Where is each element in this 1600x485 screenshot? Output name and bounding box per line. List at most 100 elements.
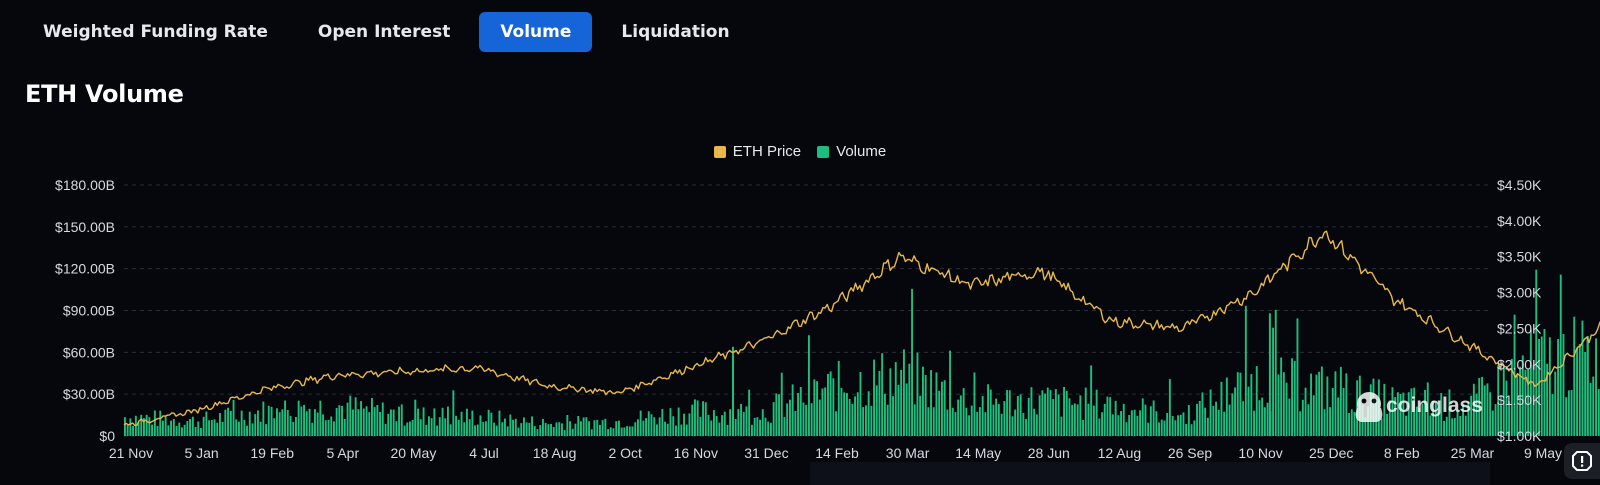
- volume-bar: [930, 370, 932, 436]
- volume-bar: [1491, 410, 1494, 436]
- volume-bar: [854, 396, 856, 436]
- volume-bar: [387, 413, 390, 436]
- volume-bar: [1445, 416, 1448, 436]
- volume-bar: [1182, 412, 1185, 436]
- volume-bar: [411, 420, 414, 436]
- volume-bar: [1030, 387, 1033, 436]
- volume-bar: [1136, 415, 1139, 436]
- volume-bar: [1277, 374, 1280, 436]
- volume-bar: [449, 424, 452, 436]
- volume-bar: [1516, 375, 1519, 436]
- volume-bar: [1253, 410, 1255, 436]
- volume-bar: [772, 402, 775, 436]
- x-tick-label: 10 Nov: [1238, 445, 1282, 461]
- tab-open-interest[interactable]: Open Interest: [317, 22, 451, 42]
- metric-tabs: Weighted Funding Rate Open Interest Volu…: [22, 12, 759, 52]
- range-scroll-track[interactable]: [810, 462, 1490, 485]
- volume-bar: [390, 409, 392, 436]
- volume-bar: [447, 406, 449, 436]
- volume-bar: [213, 419, 216, 436]
- feedback-button[interactable]: [1564, 443, 1600, 479]
- volume-bar: [525, 422, 528, 436]
- x-tick-label: 5 Apr: [326, 445, 359, 461]
- volume-bar: [846, 393, 848, 436]
- volume-bar: [1434, 401, 1437, 436]
- volume-bar: [851, 403, 854, 436]
- volume-bar: [989, 389, 992, 436]
- volume-bar: [1223, 411, 1226, 436]
- volume-bar: [240, 410, 243, 436]
- volume-bar: [1459, 416, 1462, 436]
- volume-bar: [1348, 413, 1350, 436]
- volume-bar: [797, 393, 799, 436]
- volume-bar: [981, 396, 984, 436]
- volume-bar: [444, 418, 447, 436]
- volume-bar: [1388, 400, 1391, 436]
- volume-bar: [403, 425, 406, 436]
- volume-bar: [292, 421, 295, 436]
- volume-bar: [1437, 412, 1440, 436]
- volume-bar: [913, 404, 916, 436]
- volume-bar: [1068, 398, 1071, 436]
- volume-bar: [829, 371, 832, 436]
- legend-item-volume[interactable]: Volume: [817, 143, 886, 160]
- volume-bar: [767, 421, 770, 436]
- volume-bar: [1291, 358, 1293, 436]
- volume-bar: [1171, 416, 1174, 436]
- volume-bar: [1206, 417, 1209, 436]
- volume-bar: [550, 423, 552, 436]
- volume-bar: [495, 425, 498, 436]
- volume-bar: [1464, 415, 1467, 436]
- volume-bar: [1304, 387, 1307, 436]
- volume-bar: [457, 419, 460, 436]
- volume-bar: [539, 425, 542, 436]
- volume-bar: [862, 407, 865, 436]
- volume-bar: [1500, 405, 1502, 436]
- volume-bar: [840, 388, 843, 436]
- y-right-tick-label: $2.50K: [1497, 320, 1542, 336]
- y-right-tick-label: $3.50K: [1497, 249, 1542, 265]
- tab-volume[interactable]: Volume: [479, 12, 593, 52]
- tab-weighted-funding-rate[interactable]: Weighted Funding Rate: [43, 22, 268, 42]
- volume-bar: [1415, 406, 1418, 436]
- volume-bar: [181, 427, 183, 436]
- volume-bar: [946, 409, 949, 436]
- volume-bar: [1502, 366, 1505, 436]
- volume-bar: [1470, 395, 1473, 436]
- volume-bar: [1383, 383, 1386, 436]
- volume-bar: [1049, 390, 1052, 436]
- volume-bar: [1595, 338, 1597, 436]
- volume-bar: [1296, 318, 1299, 436]
- volume-bar: [927, 407, 930, 436]
- volume-bar: [1407, 392, 1410, 436]
- volume-bar: [517, 427, 520, 436]
- volume-bar: [713, 410, 715, 436]
- volume-bar: [1543, 329, 1546, 436]
- volume-bar: [1573, 316, 1576, 436]
- page-title: ETH Volume: [25, 80, 184, 108]
- volume-bar: [1339, 366, 1342, 436]
- tab-liquidation[interactable]: Liquidation: [621, 22, 730, 42]
- volume-bar: [827, 373, 829, 436]
- volume-bar: [585, 417, 588, 436]
- volume-bar: [1027, 397, 1030, 436]
- volume-bar: [1494, 404, 1497, 436]
- volume-bar: [786, 403, 789, 436]
- volume-bar: [1570, 390, 1573, 436]
- volume-bar: [1565, 397, 1568, 436]
- volume-bar: [229, 411, 232, 436]
- volume-bar: [886, 404, 889, 436]
- volume-bar: [520, 423, 523, 436]
- legend-item-eth-price[interactable]: ETH Price: [713, 143, 801, 160]
- volume-bar: [1003, 401, 1006, 436]
- volume-bar: [392, 409, 395, 436]
- volume-bar: [884, 393, 886, 436]
- volume-bar: [973, 372, 976, 436]
- volume-bar: [552, 427, 555, 436]
- volume-bar: [1225, 377, 1228, 436]
- volume-bar: [1510, 358, 1513, 436]
- volume-bar: [1011, 416, 1014, 436]
- volume-bar: [962, 388, 965, 436]
- volume-bar: [1239, 372, 1242, 436]
